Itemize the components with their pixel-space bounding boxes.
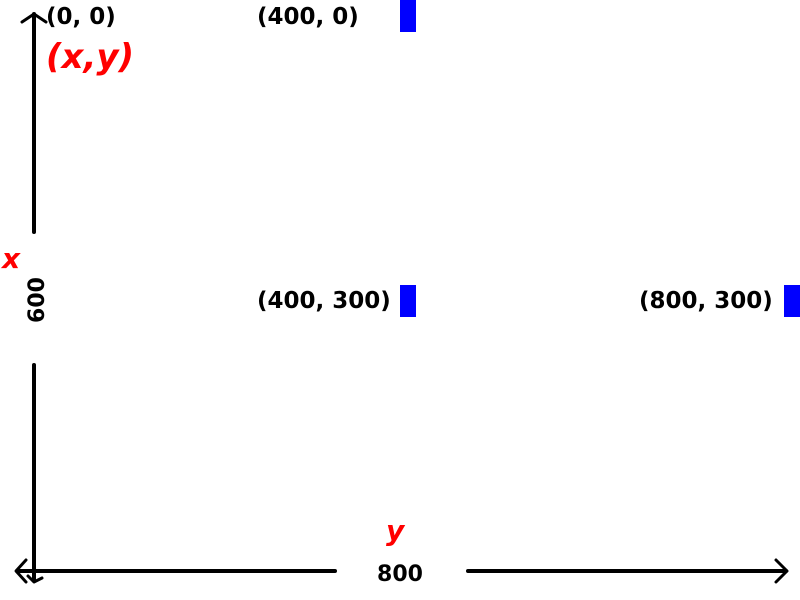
vertical-axis-top-arrowhead: [20, 12, 48, 24]
marker-right-middle: [784, 285, 800, 317]
horizontal-axis-right-arrowhead: [774, 558, 789, 584]
point-label-origin: (0, 0): [46, 4, 116, 30]
horizontal-axis: [14, 558, 789, 584]
vertical-axis: [20, 12, 48, 584]
marker-top-middle: [400, 0, 416, 32]
annotation-pair: (x,y): [46, 37, 134, 77]
marker-center: [400, 285, 416, 317]
point-label-center: (400, 300): [257, 288, 391, 314]
vertical-axis-bottom-arrowhead: [26, 574, 44, 584]
annotation-vertical-letter: x: [0, 242, 21, 275]
horizontal-axis-left-arrowhead: [14, 558, 28, 584]
point-label-right-middle: (800, 300): [639, 288, 773, 314]
annotation-horizontal-letter: y: [386, 514, 406, 547]
vertical-axis-value-label: 600: [25, 277, 50, 323]
point-label-top-middle: (400, 0): [257, 4, 359, 30]
horizontal-axis-value-label: 800: [377, 562, 423, 587]
